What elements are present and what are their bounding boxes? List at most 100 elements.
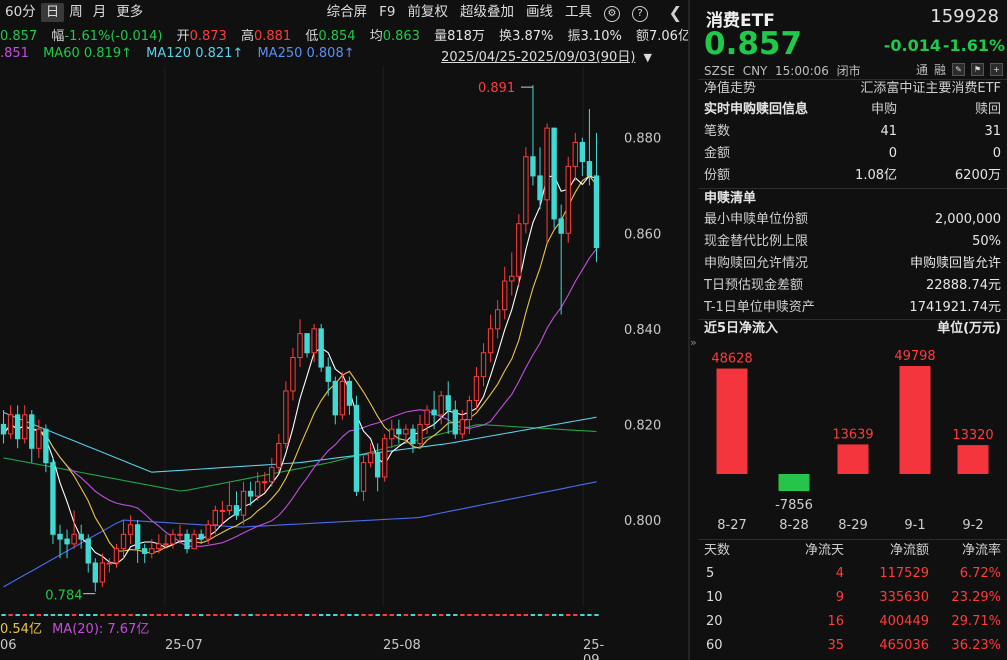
cell-rate: 29.71% bbox=[951, 614, 1001, 629]
table-header: 天数 净流天 净流额 净流率 bbox=[704, 540, 1001, 562]
col-subscribe: 申购 bbox=[870, 102, 897, 117]
volume-bar bbox=[135, 614, 140, 616]
volume-bar bbox=[340, 614, 345, 616]
chevron-left-icon[interactable]: ❮ bbox=[668, 3, 682, 22]
candle bbox=[487, 328, 494, 354]
amount-label: 额 bbox=[635, 29, 649, 44]
forward-adjust-button[interactable]: 前复权 bbox=[407, 4, 449, 20]
list-item: T-1日单位申赎资产 1741921.74元 bbox=[704, 297, 1001, 319]
x-tick: 25-07 bbox=[165, 638, 203, 653]
panel-divider[interactable] bbox=[688, 0, 690, 660]
pencil-icon[interactable]: ✎ bbox=[952, 63, 965, 76]
nav-trend-row[interactable]: 净值走势 汇添富中证主要消费ETF bbox=[704, 78, 1001, 100]
candle bbox=[424, 409, 430, 425]
candle bbox=[191, 533, 197, 550]
row-value: 申购赎回皆允许 bbox=[909, 256, 1001, 271]
volume-bar bbox=[382, 614, 387, 616]
list-item: 现金替代比例上限 50% bbox=[704, 231, 1001, 253]
draw-line-button[interactable]: 画线 bbox=[526, 4, 553, 20]
volume-bar bbox=[71, 614, 77, 616]
volume-partial: 0.54亿 bbox=[0, 622, 42, 637]
bookmark-icon[interactable]: ⚑ bbox=[971, 63, 984, 76]
tab-month[interactable]: 月 bbox=[92, 4, 107, 20]
ma250-label: MA250 0.808↑ bbox=[257, 46, 355, 61]
kline-chart-area[interactable]: 60分 日 周 月 更多 综合屏 F9 前复权 超级叠加 画线 工具 ⚙ ? ❮… bbox=[0, 0, 688, 660]
open-label: 开 bbox=[176, 29, 190, 44]
row-sub: 0 bbox=[888, 146, 897, 161]
candle bbox=[64, 538, 70, 545]
th-flow-days: 净流天 bbox=[804, 543, 844, 558]
volume-bar bbox=[290, 614, 296, 616]
candle bbox=[212, 509, 218, 526]
tab-week[interactable]: 周 bbox=[69, 4, 83, 20]
volume-bar bbox=[311, 614, 317, 616]
candle bbox=[509, 275, 515, 282]
candle bbox=[205, 524, 211, 540]
candle bbox=[50, 462, 56, 535]
cell-days: 20 bbox=[706, 614, 723, 629]
list-item: 笔数 41 31 bbox=[704, 121, 1001, 143]
flow-header: 近5日净流入 单位(万元) bbox=[704, 318, 1001, 340]
tab-day[interactable]: 日 bbox=[40, 3, 65, 22]
volume-bar bbox=[64, 614, 70, 616]
cell-days: 5 bbox=[706, 566, 715, 581]
ma20-line bbox=[3, 248, 597, 547]
turnover-value: 3.87% bbox=[512, 29, 554, 44]
chart-toolbar: 综合屏 F9 前复权 超级叠加 画线 工具 ⚙ ? bbox=[321, 3, 654, 22]
flow-value: 13320 bbox=[952, 428, 993, 443]
realtime-header: 实时申购赎回信息 申购 赎回 bbox=[704, 99, 1001, 121]
y-tick: 0.880 bbox=[624, 132, 661, 147]
divider bbox=[698, 319, 1007, 320]
ma-partial: .851 bbox=[0, 46, 29, 61]
date-range-select[interactable]: 2025/04/25-2025/09/03(90日) ▼ bbox=[441, 46, 652, 65]
candle bbox=[106, 562, 113, 565]
open-value: 0.873 bbox=[189, 29, 227, 44]
question-icon[interactable]: ? bbox=[626, 3, 654, 22]
ma250-line bbox=[3, 481, 597, 588]
candle bbox=[7, 414, 14, 435]
volume-bar bbox=[347, 614, 352, 616]
tools-button[interactable]: 工具 bbox=[565, 4, 592, 20]
volume-legend: 0.54亿 MA(20): 7.67亿 bbox=[0, 618, 149, 637]
x-tick: 25-08 bbox=[383, 638, 421, 653]
market-status: SZSE CNY 15:00:06 闭市 bbox=[704, 62, 861, 79]
candle bbox=[240, 490, 247, 516]
candle bbox=[339, 380, 346, 416]
volume-bar bbox=[488, 614, 493, 616]
tab-60min[interactable]: 60分 bbox=[5, 4, 36, 20]
list-title-row: 申赎清单 bbox=[704, 188, 1001, 210]
ma10-line bbox=[3, 175, 597, 554]
candle bbox=[403, 428, 409, 435]
realtime-title: 实时申购赎回信息 bbox=[704, 102, 809, 117]
divider bbox=[698, 79, 1007, 80]
overlay-button[interactable]: 超级叠加 bbox=[460, 4, 514, 20]
table-row: 60 35 465036 36.23% bbox=[704, 635, 1001, 657]
plus-icon[interactable]: + bbox=[990, 63, 1003, 76]
candle bbox=[184, 533, 190, 550]
avg-value: 0.863 bbox=[382, 29, 420, 44]
volume-bar bbox=[587, 614, 592, 616]
volume-bar bbox=[318, 614, 324, 616]
volume-label: 量 bbox=[434, 29, 448, 44]
ma120-label: MA120 0.821↑ bbox=[146, 46, 244, 61]
candle bbox=[459, 419, 466, 435]
candle bbox=[353, 404, 360, 492]
current-price: 0.857 bbox=[704, 26, 803, 62]
security-code: 159928 bbox=[930, 6, 999, 27]
candlestick-chart[interactable]: 0.880 0.860 0.840 0.820 0.800 0.891 0.784 bbox=[0, 66, 688, 618]
gear-icon[interactable]: ⚙ bbox=[598, 3, 626, 22]
composite-screen-button[interactable]: 综合屏 bbox=[326, 4, 368, 20]
candle bbox=[14, 414, 21, 440]
f9-button[interactable]: F9 bbox=[379, 4, 396, 20]
flow-date: 9-2 bbox=[962, 518, 983, 533]
volume-bar bbox=[107, 614, 112, 616]
list-item: 份额 1.08亿 6200万 bbox=[704, 165, 1001, 187]
ma60-label: MA60 0.819↑ bbox=[43, 46, 132, 61]
volume-bar bbox=[438, 614, 444, 616]
chevron-right-icon[interactable]: » bbox=[690, 336, 697, 349]
flow-value: 13639 bbox=[832, 427, 873, 442]
row-label: 最小申赎单位份额 bbox=[704, 212, 809, 227]
candle bbox=[269, 466, 275, 483]
high-annotation: 0.891 bbox=[478, 81, 515, 96]
tab-more[interactable]: 更多 bbox=[116, 4, 144, 20]
